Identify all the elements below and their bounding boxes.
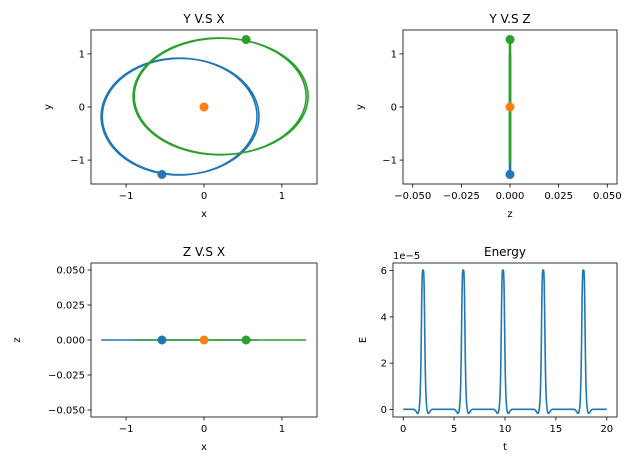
x-axis-label: t xyxy=(503,442,507,453)
x-tick-label: 1 xyxy=(279,424,285,435)
x-tick-label: −0.050 xyxy=(394,191,431,202)
data-point-1 xyxy=(199,102,209,112)
data-point-0 xyxy=(505,169,515,179)
x-tick-label: −1 xyxy=(119,191,134,202)
y-tick-label: −1 xyxy=(70,156,85,167)
plot-area xyxy=(505,35,515,179)
x-tick-label: 0.050 xyxy=(593,191,622,202)
y-axis-label: z xyxy=(12,337,23,342)
y-tick-label: −0.050 xyxy=(48,406,85,417)
y-tick-label: 0 xyxy=(79,103,85,114)
x-axis-label: z xyxy=(507,209,512,220)
y-tick-label: 0.025 xyxy=(56,301,85,312)
chart-title: Z V.S X xyxy=(183,245,225,259)
y-tick-label: 0.050 xyxy=(56,266,85,277)
subplot-y-vs-z: −0.050 −0.025 0.000 0.025 0.050 −1 0 1 Y V.S Z z y xyxy=(355,12,622,220)
y-axis-label: y xyxy=(355,104,366,110)
y-tick-label: 4 xyxy=(381,312,387,323)
y-axis-label: y xyxy=(43,104,54,110)
data-point-1 xyxy=(505,102,515,112)
y-tick-label: −0.025 xyxy=(48,371,85,382)
x-tick-label: −1 xyxy=(119,424,134,435)
x-tick-label: 20 xyxy=(600,424,613,435)
y-axis-label: E xyxy=(358,337,369,343)
x-tick-label: 0 xyxy=(201,191,207,202)
data-point-0 xyxy=(157,169,167,179)
series-line-0 xyxy=(100,57,260,176)
data-point-2 xyxy=(241,35,251,45)
x-tick-label: 0.025 xyxy=(544,191,573,202)
y-tick-label: 1 xyxy=(79,49,85,60)
subplot-y-vs-x: −1 0 1 −1 0 1 Y V.S X x y xyxy=(43,12,318,220)
y-tick-label: 6 xyxy=(381,266,387,277)
x-tick-label: 15 xyxy=(550,424,563,435)
data-point-1 xyxy=(199,335,209,345)
chart-title: Y V.S Z xyxy=(488,12,530,26)
x-tick-label: 0 xyxy=(201,424,207,435)
y-tick-label: 0 xyxy=(381,405,387,416)
x-tick-label: 10 xyxy=(499,424,512,435)
y-tick-label: 1 xyxy=(391,49,397,60)
y-tick-label: 2 xyxy=(381,359,387,370)
subplot-energy: 0 5 10 15 20 0 2 4 6 Energy t E 1e−5 xyxy=(358,245,618,453)
x-tick-label: 1 xyxy=(279,191,285,202)
data-point-2 xyxy=(241,335,251,345)
x-axis-label: x xyxy=(201,209,207,220)
x-tick-label: 5 xyxy=(451,424,457,435)
plot-area xyxy=(101,335,307,345)
x-axis-label: x xyxy=(201,442,207,453)
x-tick-label: 0 xyxy=(400,424,406,435)
x-tick-label: 0.000 xyxy=(496,191,525,202)
x-tick-label: −0.025 xyxy=(443,191,480,202)
offset-text: 1e−5 xyxy=(393,251,420,262)
subplot-z-vs-x: −1 0 1 −0.050 −0.025 0.000 0.025 0.050 Z V.S X x z xyxy=(12,245,318,453)
plot-area xyxy=(100,35,309,179)
data-point-2 xyxy=(505,35,515,45)
y-tick-label: 0 xyxy=(391,103,397,114)
data-point-0 xyxy=(157,335,167,345)
series-line-0 xyxy=(402,269,608,415)
y-tick-label: −1 xyxy=(382,156,397,167)
y-tick-label: 0.000 xyxy=(56,336,85,347)
chart-title: Y V.S X xyxy=(182,12,224,26)
series-line-1 xyxy=(132,37,309,156)
chart-title: Energy xyxy=(484,245,526,259)
plot-area xyxy=(402,269,608,415)
